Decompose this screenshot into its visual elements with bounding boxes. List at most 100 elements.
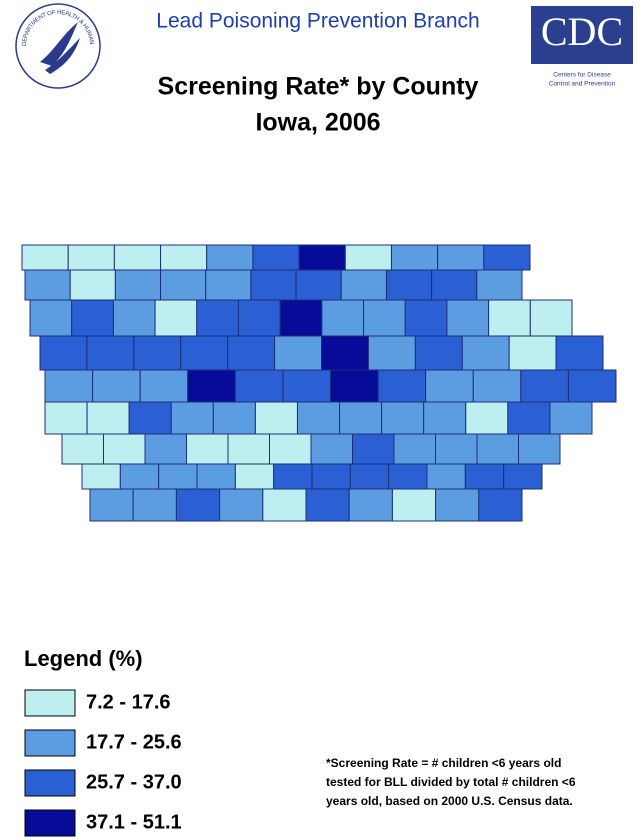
- county: [81, 463, 121, 490]
- county: [234, 369, 284, 403]
- county: [67, 244, 115, 271]
- county-map: [21, 244, 617, 522]
- county: [187, 369, 236, 403]
- county: [227, 433, 270, 465]
- county: [250, 269, 297, 301]
- county: [279, 299, 323, 337]
- county: [113, 244, 162, 271]
- legend-swatch: [24, 769, 76, 797]
- county: [160, 269, 207, 301]
- county: [89, 488, 134, 522]
- county: [476, 269, 523, 301]
- county: [404, 299, 448, 337]
- county: [269, 433, 312, 465]
- county: [311, 463, 351, 490]
- footnote: tested for BLL divided by total # childr…: [326, 775, 576, 789]
- county: [128, 401, 172, 435]
- county: [391, 488, 437, 522]
- cdc-box: [531, 6, 633, 64]
- county: [431, 269, 478, 301]
- legend-label: 17.7 - 25.6: [86, 731, 182, 753]
- county: [381, 401, 425, 435]
- legend-swatch: [24, 729, 76, 757]
- county: [196, 463, 236, 490]
- county: [465, 401, 509, 435]
- map-title: Screening Rate* by County: [158, 73, 479, 101]
- county: [435, 433, 478, 465]
- county: [298, 244, 346, 271]
- county: [44, 401, 88, 435]
- county: [206, 244, 254, 271]
- county: [273, 463, 313, 490]
- county: [103, 433, 146, 465]
- cdc-name: Control and Prevention: [549, 81, 616, 88]
- county: [348, 488, 393, 522]
- county: [21, 244, 69, 271]
- county: [186, 433, 229, 465]
- county: [488, 299, 531, 337]
- county: [282, 369, 331, 403]
- county: [478, 488, 523, 522]
- county: [61, 433, 104, 465]
- county: [39, 335, 88, 371]
- county: [29, 299, 73, 337]
- county: [426, 463, 466, 490]
- county: [508, 335, 557, 371]
- county: [340, 269, 387, 301]
- legend-label: 37.1 - 51.1: [86, 811, 182, 833]
- county: [363, 299, 406, 337]
- county: [549, 401, 593, 435]
- county: [344, 244, 392, 271]
- county: [518, 433, 561, 465]
- county: [254, 401, 298, 435]
- county: [86, 335, 135, 371]
- seal-ring: [15, 3, 101, 89]
- county: [92, 369, 141, 403]
- county: [520, 369, 569, 403]
- legend-label: 25.7 - 37.0: [86, 771, 182, 793]
- county: [69, 269, 116, 301]
- county: [330, 369, 379, 403]
- county: [196, 299, 239, 337]
- map-subtitle: Iowa, 2006: [255, 109, 380, 137]
- legend-label: 7.2 - 17.6: [86, 691, 171, 713]
- cdc-letters: CDC: [541, 9, 623, 54]
- county: [132, 488, 177, 522]
- legend-title: Legend (%): [24, 646, 143, 671]
- county: [205, 269, 252, 301]
- county: [158, 463, 198, 490]
- county: [219, 488, 264, 522]
- county: [388, 463, 428, 490]
- hhs-seal: DEPARTMENT OF HEALTH & HUMAN SERVICES·US…: [0, 0, 101, 89]
- county: [144, 433, 187, 465]
- cdc-logo: CDC Centers for Disease Control and Prev…: [531, 6, 633, 88]
- legend-swatch: [24, 809, 76, 837]
- county: [112, 299, 156, 337]
- county: [446, 299, 490, 337]
- county: [44, 369, 94, 403]
- county: [476, 433, 519, 465]
- county: [461, 335, 510, 371]
- branch-title: Lead Poisoning Prevention Branch: [156, 10, 479, 33]
- county: [296, 401, 341, 435]
- county: [555, 335, 604, 371]
- county: [295, 269, 342, 301]
- county: [321, 335, 369, 371]
- county: [393, 433, 436, 465]
- county: [234, 463, 275, 490]
- county: [170, 401, 214, 435]
- county: [507, 401, 551, 435]
- county: [425, 369, 474, 403]
- county: [390, 244, 439, 271]
- county: [377, 369, 427, 403]
- county: [367, 335, 416, 371]
- cdc-name: Centers for Disease: [553, 72, 611, 79]
- county: [437, 244, 485, 271]
- county: [464, 463, 505, 490]
- county: [237, 299, 281, 337]
- county: [71, 299, 114, 337]
- county: [252, 244, 300, 271]
- seal-text-path: DEPARTMENT OF HEALTH & HUMAN SERVICES·US…: [0, 0, 94, 46]
- county: [339, 401, 383, 435]
- county: [352, 433, 395, 465]
